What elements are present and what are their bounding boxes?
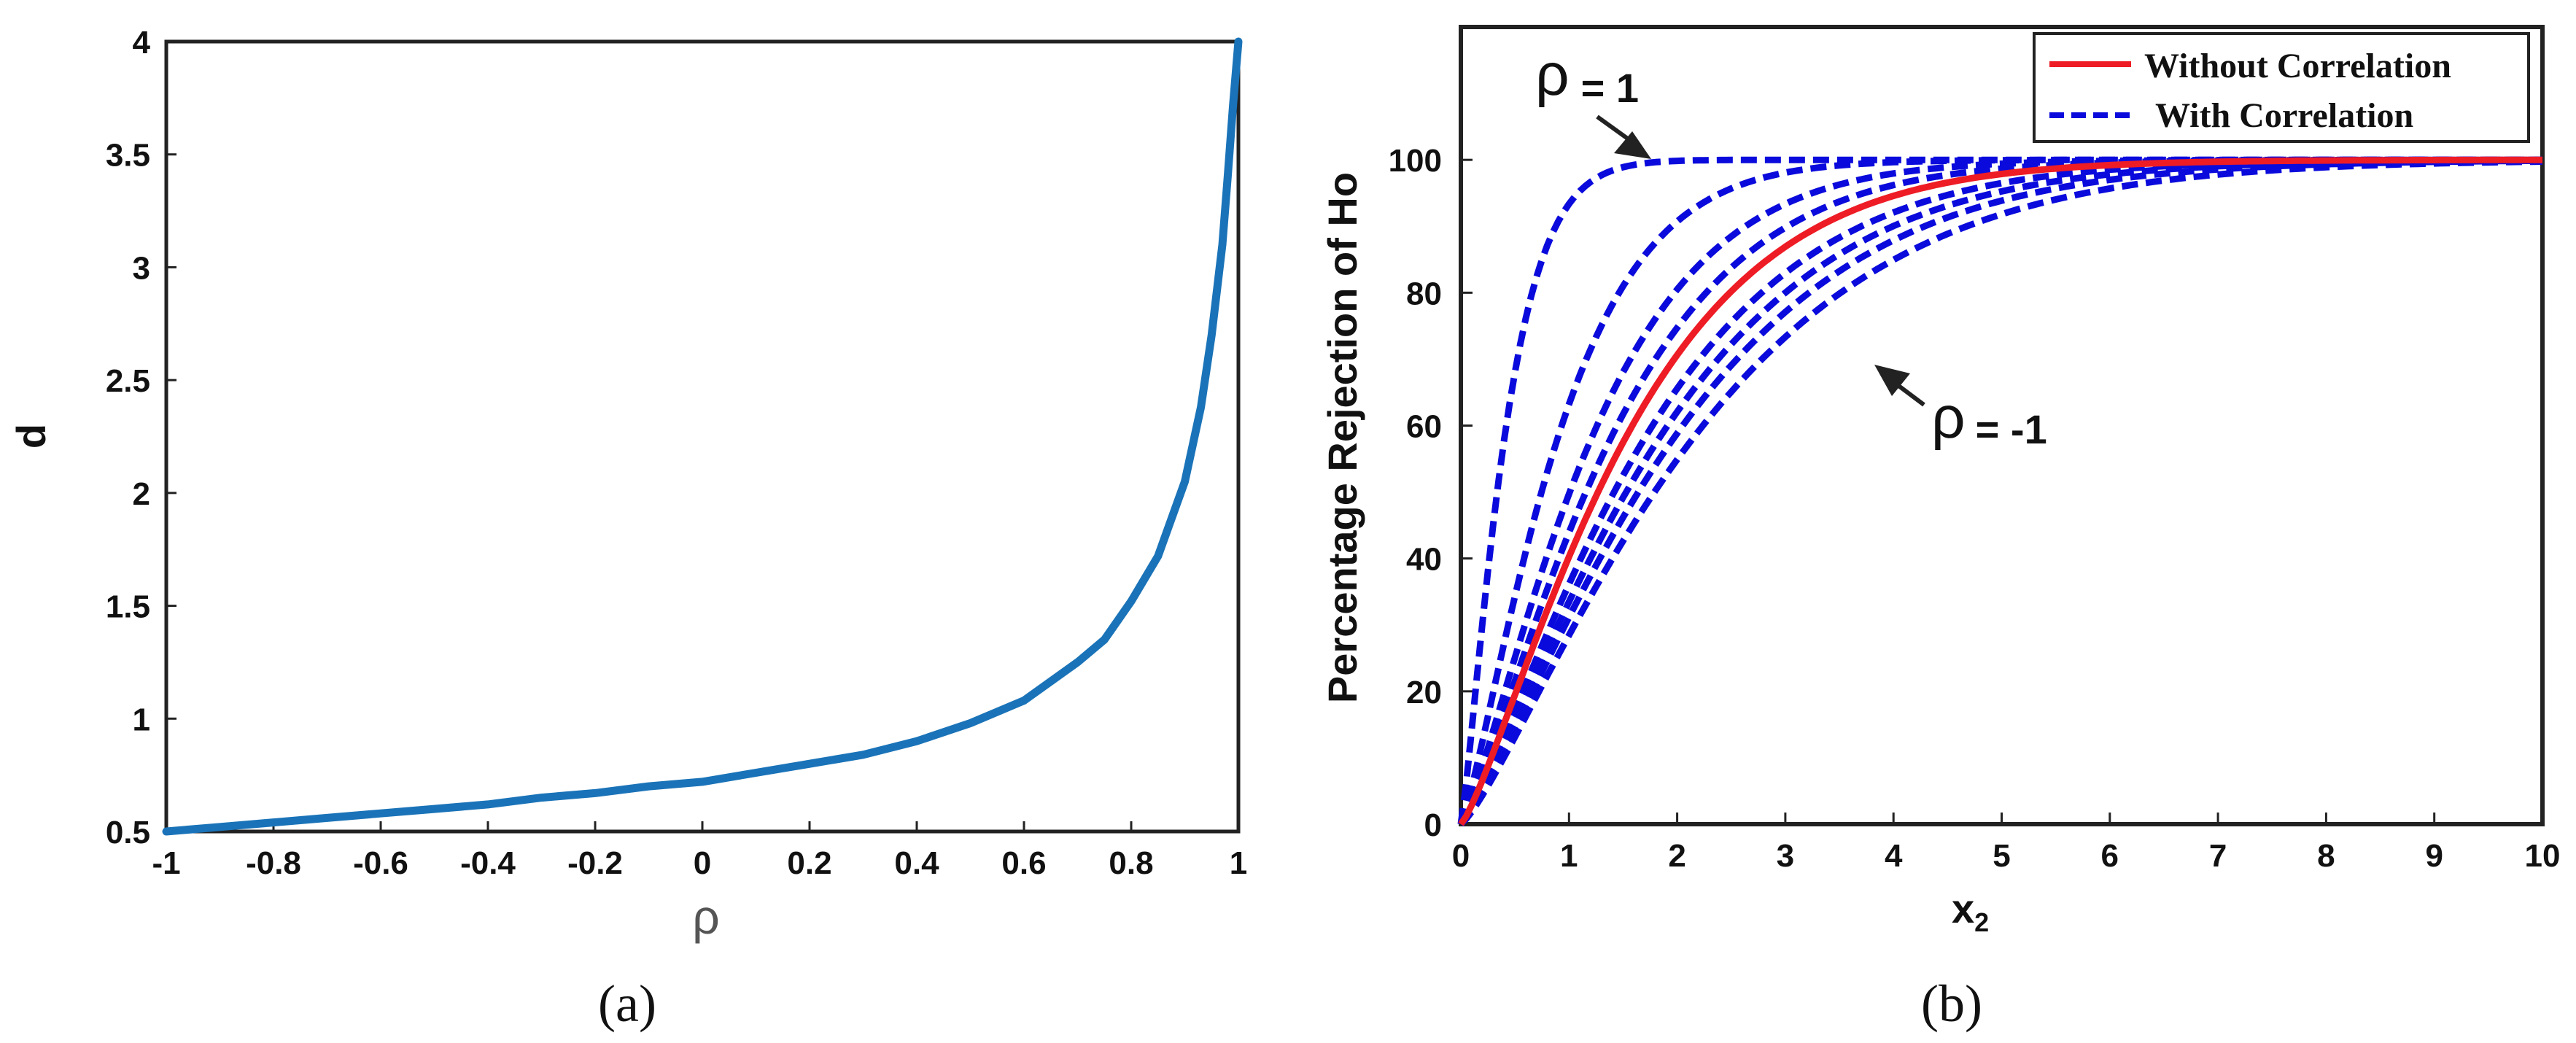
x-tick-label: 0.8 [1109, 845, 1153, 881]
x-tick-label: -0.8 [246, 845, 301, 881]
series-line-d [162, 37, 1243, 836]
panel-a-y-label: d [8, 424, 54, 449]
x-tick-label: -0.4 [460, 845, 516, 881]
panel-b-caption: (b) [1921, 974, 1982, 1033]
x-tick-label: 7 [2209, 838, 2227, 874]
panel-b-x-label-main: x [1952, 885, 1974, 931]
y-tick-label: 2 [133, 476, 150, 512]
annotation-rho-minus-1-value: = -1 [1976, 406, 2047, 452]
x-tick-label: 1 [1560, 838, 1578, 874]
x-tick-label: 0 [694, 845, 711, 881]
panel-b: 0 1 2 3 4 5 6 7 8 9 10 0 20 40 60 80 100 Percentage Rej… [1319, 25, 2561, 1033]
y-tick-label: 60 [1406, 409, 1442, 445]
x-tick-label: 0.2 [787, 845, 831, 881]
annotation-rho-minus-1: ρ = -1 [1874, 365, 2047, 452]
x-tick-label: -0.6 [353, 845, 408, 881]
annotation-rho-1: ρ = 1 [1535, 42, 1651, 159]
x-tick-label: 0.4 [894, 845, 939, 881]
panel-b-x-ticks: 0 1 2 3 4 5 6 7 8 9 10 [1452, 813, 2561, 874]
panel-a-x-label: ρ [692, 890, 720, 944]
annotation-rho-1-value: = 1 [1581, 65, 1639, 111]
y-tick-label: 1.5 [106, 589, 150, 625]
x-tick-label: 5 [1993, 838, 2010, 874]
legend: Without Correlation With Correlation [2033, 32, 2530, 143]
series-line-with-correlation [1458, 158, 2543, 827]
annotation-rho-minus-1-arrow-head [1874, 365, 1910, 396]
legend-label-with-correlation: With Correlation [2155, 96, 2413, 135]
y-tick-label: 40 [1406, 542, 1442, 578]
x-tick-label: 6 [2101, 838, 2119, 874]
y-tick-label: 100 [1389, 143, 1442, 179]
y-tick-label: 4 [133, 25, 151, 61]
series-line-with-correlation [1458, 157, 2542, 826]
y-tick-label: 0 [1424, 807, 1442, 843]
panel-b-series [1457, 156, 2543, 827]
series-line-without-correlation [1458, 156, 2542, 826]
panel-a-series [162, 37, 1243, 836]
panel-a-y-ticks: 0.5 1 1.5 2 2.5 3 3.5 4 [106, 25, 176, 850]
x-tick-label: 3 [1777, 838, 1794, 874]
panel-a-frame [164, 39, 1241, 834]
y-tick-label: 3.5 [106, 138, 150, 174]
x-tick-label: 8 [2317, 838, 2335, 874]
y-tick-label: 2.5 [106, 363, 150, 399]
series-line-with-correlation [1458, 157, 2542, 826]
panel-a-x-ticks: -1 -0.8 -0.6 -0.4 -0.2 0 0.2 0.4 0.6 0.8 1 [152, 821, 1247, 881]
panel-b-y-label: Percentage Rejection of Ho [1319, 172, 1365, 703]
annotation-rho-1-text: ρ = 1 [1535, 42, 1639, 111]
x-tick-label: 0.6 [1001, 845, 1046, 881]
y-tick-label: 1 [133, 702, 150, 737]
annotation-rho-1-symbol: ρ [1535, 42, 1570, 108]
panel-a: -1 -0.8 -0.6 -0.4 -0.2 0 0.2 0.4 0.6 0.8 1 0.5 1 1.5… [8, 25, 1247, 1033]
y-tick-label: 3 [133, 250, 150, 286]
annotation-rho-minus-1-symbol: ρ [1931, 384, 1966, 451]
panel-b-x-label-sub: 2 [1974, 907, 1989, 937]
x-tick-label: -0.2 [567, 845, 623, 881]
x-tick-label: 9 [2425, 838, 2443, 874]
legend-box [2033, 32, 2530, 143]
x-tick-label: 1 [1230, 845, 1247, 881]
x-tick-label: 0 [1452, 838, 1470, 874]
y-tick-label: 20 [1406, 675, 1442, 710]
x-tick-label: -1 [152, 845, 180, 881]
annotation-rho-1-arrow-head [1614, 131, 1651, 159]
legend-label-without-correlation: Without Correlation [2144, 47, 2451, 85]
annotation-rho-minus-1-text: ρ = -1 [1931, 384, 2047, 452]
panel-b-x-label: x2 [1952, 885, 1989, 937]
y-tick-label: 0.5 [106, 815, 150, 850]
x-tick-label: 2 [1668, 838, 1685, 874]
x-tick-label: 10 [2525, 838, 2561, 874]
y-tick-label: 80 [1406, 276, 1442, 311]
panel-a-caption: (a) [598, 974, 656, 1033]
panel-b-y-ticks: 0 20 40 60 80 100 [1389, 143, 1473, 843]
x-tick-label: 4 [1885, 838, 1903, 874]
